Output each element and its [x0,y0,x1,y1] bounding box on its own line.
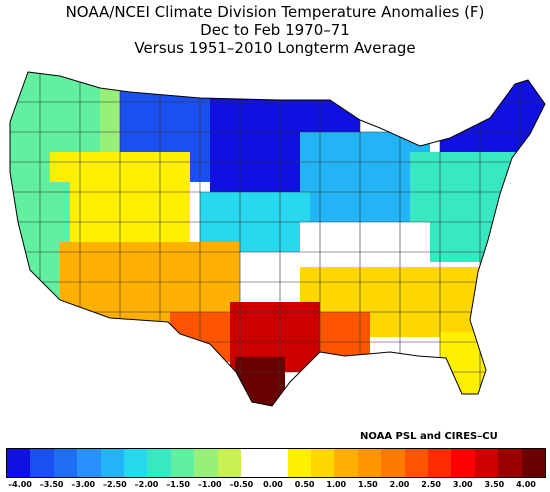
scale-tick-label: –2.00 [134,480,159,489]
color-swatch [311,449,335,477]
us-climate-division-map [9,71,546,407]
color-swatch [217,449,241,477]
color-swatch [334,449,358,477]
scale-tick-label: –4.00 [8,480,32,489]
scale-tick-label: 2.00 [389,480,410,489]
data-credit: NOAA PSL and CIRES–CU [360,431,498,442]
scale-tick-label: –2.50 [103,480,127,489]
color-swatch [170,449,195,477]
region-south-texas [235,357,285,406]
scale-tick-label: 1.50 [358,480,378,489]
scale-tick-label: 0.50 [294,480,315,489]
color-swatch [474,449,499,477]
us-outline [9,71,546,407]
scale-tick-label: 0.00 [263,480,283,489]
color-swatch [381,449,405,477]
color-swatch [77,449,101,477]
color-swatch [194,449,218,477]
scale-tick-label: 4.00 [516,480,536,489]
color-swatch [147,449,171,477]
map-title: NOAA/NCEI Climate Division Temperature A… [65,3,485,21]
color-swatch [123,449,148,477]
region-new-england [440,72,545,162]
color-swatch [498,449,522,477]
scale-tick-label: 3.50 [484,480,505,489]
scale-tick-label: –1.00 [197,480,222,489]
map-baseline: Versus 1951–2010 Longterm Average [134,39,416,57]
scale-tick-label: –3.00 [71,480,96,489]
color-scale-ticks: –4.00 –3.50 –3.00 –2.50 –2.00 –1.50 –1.00 –0.50… [0,480,550,492]
color-swatch [264,449,288,477]
color-swatch [428,449,452,477]
division-boundaries [10,72,545,406]
color-swatch [287,449,312,477]
color-swatch [7,449,31,477]
color-swatch [240,449,265,477]
color-swatch [30,449,54,477]
region-great-lakes [300,132,430,232]
scale-tick-label: 2.50 [421,480,441,489]
region-california [10,182,70,312]
scale-tick-label: 1.00 [326,480,347,489]
color-swatch [357,449,382,477]
scale-tick-label: –3.50 [39,480,64,489]
color-swatch [451,449,475,477]
region-ohio-valley [300,222,430,272]
color-scale-bar [6,448,546,478]
color-swatch [521,449,545,477]
map-period: Dec to Feb 1970–71 [200,21,350,39]
scale-tick-label: –1.50 [166,480,190,489]
scale-tick-label: 3.00 [452,480,473,489]
color-swatch [53,449,78,477]
color-swatch [404,449,429,477]
color-swatch [100,449,124,477]
scale-tick-label: –0.50 [229,480,254,489]
